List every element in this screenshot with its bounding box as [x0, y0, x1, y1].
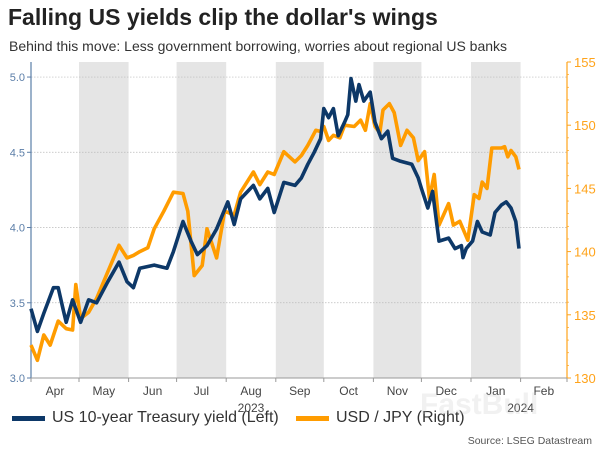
- legend-item-yield: US 10-year Treasury yield (Left): [12, 409, 279, 427]
- shaded-band-2023-11: [373, 62, 422, 378]
- x-tick-label: Feb: [533, 384, 554, 398]
- x-tick-label: May: [92, 384, 115, 398]
- x-tick-label: Jul: [194, 384, 209, 398]
- source-note: Source: LSEG Datastream: [467, 435, 592, 447]
- shaded-band-2023-09: [275, 62, 324, 378]
- chart-subtitle: Behind this move: Less government borrow…: [9, 38, 508, 54]
- legend-swatch-yield: [12, 415, 45, 421]
- left-tick-label: 4.0: [10, 223, 25, 235]
- year-label: 2024: [507, 401, 534, 415]
- legend-swatch-jpy: [296, 415, 329, 421]
- shaded-band-2024-01: [471, 62, 521, 378]
- x-tick-label: Jun: [143, 384, 162, 398]
- series-line-jpy: [29, 101, 521, 363]
- right-tick-label: 140: [574, 245, 596, 260]
- right-tick-label: 150: [574, 118, 596, 133]
- left-tick-label: 4.5: [10, 147, 25, 159]
- x-tick-label: Sep: [289, 384, 311, 398]
- legend-item-jpy: USD / JPY (Right): [296, 409, 465, 427]
- right-tick-label: 145: [574, 181, 596, 196]
- x-tick-label: Oct: [339, 384, 358, 398]
- shaded-band-2023-07: [176, 62, 227, 378]
- right-tick-label: 135: [574, 308, 596, 323]
- left-tick-label: 3.0: [10, 373, 25, 385]
- legend-label-jpy: USD / JPY (Right): [336, 409, 465, 426]
- right-tick-label: 130: [574, 371, 596, 386]
- left-tick-label: 5.0: [10, 72, 25, 84]
- x-tick-label: Apr: [46, 384, 65, 398]
- watermark-logo: FastBull: [420, 388, 539, 421]
- legend-label-yield: US 10-year Treasury yield (Left): [52, 409, 279, 426]
- series-line-yield: [29, 76, 521, 334]
- year-label: 2023: [238, 401, 265, 415]
- right-tick-label: 155: [574, 55, 596, 70]
- left-tick-label: 3.5: [10, 298, 25, 310]
- x-tick-label: Aug: [240, 384, 261, 398]
- shaded-band-2023-05: [79, 62, 129, 378]
- series-points-yield: [30, 78, 520, 332]
- chart-title: Falling US yields clip the dollar's wing…: [8, 4, 438, 30]
- series-points-jpy: [30, 103, 520, 361]
- x-tick-label: Dec: [436, 384, 457, 398]
- x-tick-label: Jan: [486, 384, 505, 398]
- x-tick-label: Nov: [387, 384, 408, 398]
